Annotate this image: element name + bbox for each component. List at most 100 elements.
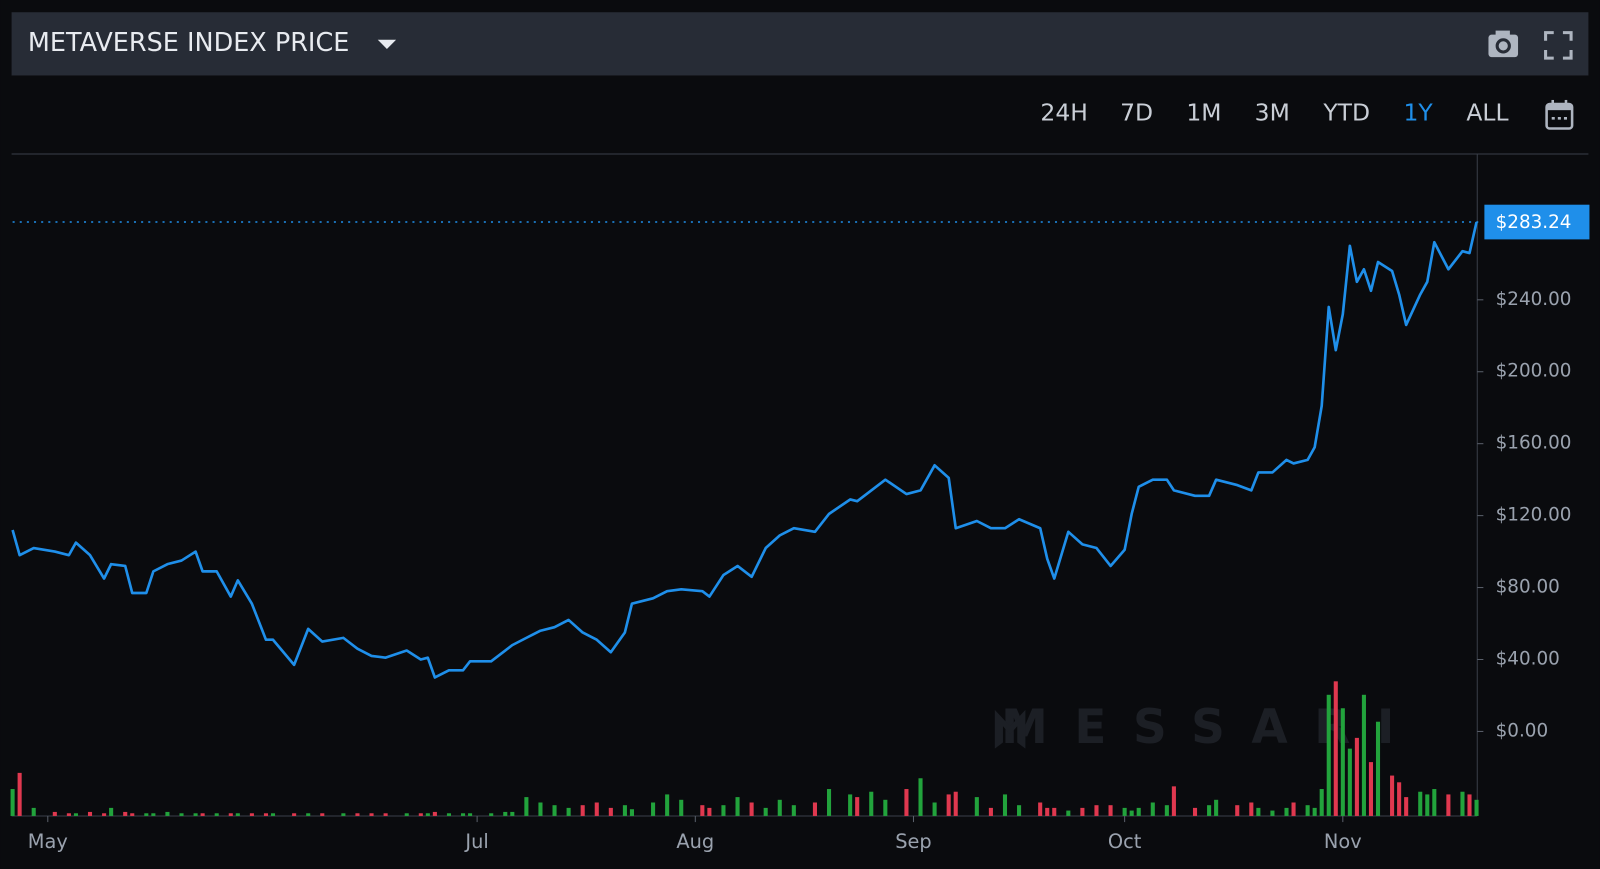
volume-bar	[73, 813, 78, 816]
volume-bar	[130, 813, 135, 816]
volume-bar	[932, 802, 937, 816]
volume-bar	[1136, 807, 1141, 816]
volume-bar	[791, 805, 796, 816]
volume-bar	[1354, 737, 1359, 816]
volume-bar	[988, 807, 993, 816]
volume-bar	[1432, 789, 1437, 816]
title-dropdown[interactable]: METAVERSE INDEX PRICE	[28, 28, 397, 58]
volume-bar	[918, 778, 923, 816]
volume-bar	[1460, 791, 1465, 816]
volume-bar	[320, 813, 325, 816]
current-price-box	[1484, 204, 1590, 240]
y-tick-label: $80.00	[1496, 577, 1560, 598]
volume-bar	[355, 813, 360, 816]
volume-bar	[1002, 794, 1008, 816]
volume-bar	[102, 813, 107, 816]
x-tick-label: Aug	[676, 830, 714, 853]
volume-bar	[383, 813, 388, 816]
x-tick-label: May	[28, 830, 68, 853]
volume-bar	[66, 813, 71, 816]
watermark-logo	[994, 709, 1026, 749]
volume-bar	[1375, 721, 1381, 816]
volume-bar	[425, 813, 430, 816]
volume-bar	[123, 811, 128, 816]
volume-bar	[566, 807, 571, 816]
volume-bar	[249, 813, 254, 816]
dropdown-arrow[interactable]	[377, 39, 397, 49]
y-tick-label: $240.00	[1496, 289, 1572, 310]
camera-icon[interactable]	[1488, 30, 1519, 58]
volume-bar	[679, 799, 684, 816]
volume-bar	[1038, 802, 1043, 816]
volume-bar	[594, 802, 599, 816]
volume-bar	[1235, 805, 1240, 816]
y-tick-label: $120.00	[1496, 505, 1572, 526]
range-button[interactable]: 7D	[1120, 99, 1153, 127]
volume-bar	[404, 813, 409, 816]
volume-bar	[503, 811, 508, 816]
current-price-label: $283.24	[1496, 212, 1572, 233]
volume-bar	[651, 802, 656, 816]
chart-title[interactable]: METAVERSE INDEX PRICE	[28, 28, 349, 58]
volume-bar	[1467, 794, 1472, 816]
x-tick-label: Oct	[1108, 830, 1142, 853]
volume-bar	[538, 802, 543, 816]
volume-bar	[826, 789, 832, 816]
volume-bar	[1171, 786, 1176, 816]
volume-bar	[1326, 694, 1331, 816]
volume-bar	[777, 799, 782, 816]
volume-bar	[580, 805, 585, 816]
camera-lens[interactable]	[1495, 38, 1511, 54]
volume-bar	[1474, 799, 1479, 816]
volume-bar	[446, 813, 452, 816]
volume-bar	[1150, 802, 1155, 816]
volume-bar	[228, 813, 233, 816]
header-bar	[11, 12, 1589, 76]
volume-bar	[1425, 794, 1430, 816]
volume-bar	[292, 813, 297, 816]
volume-bar	[700, 805, 705, 816]
volume-bar	[1249, 802, 1254, 816]
volume-bar	[87, 811, 93, 816]
volume-bar	[235, 813, 240, 816]
volume-bar	[1305, 805, 1310, 816]
y-tick-label: $160.00	[1496, 433, 1572, 454]
x-tick-label: Sep	[895, 830, 932, 853]
volume-bar	[629, 809, 634, 816]
camera-top[interactable]	[1495, 30, 1510, 37]
calendar-icon[interactable]	[1545, 99, 1574, 130]
volume-bar	[1397, 782, 1402, 816]
range-button[interactable]: 1Y	[1403, 99, 1433, 127]
volume-bar	[31, 807, 36, 816]
calendar-header[interactable]	[1546, 104, 1573, 111]
volume-bar	[1418, 791, 1423, 816]
volume-bar	[1361, 694, 1366, 816]
range-button[interactable]: ALL	[1466, 99, 1508, 127]
volume-bar	[1164, 805, 1169, 816]
camera-body[interactable]	[1488, 34, 1519, 58]
volume-bar	[855, 797, 860, 816]
volume-bar	[974, 797, 979, 816]
volume-bar	[214, 813, 219, 816]
y-tick-label: $200.00	[1496, 361, 1572, 382]
range-button[interactable]: 1M	[1186, 99, 1221, 127]
volume-bar	[1368, 762, 1374, 816]
volume-bar	[270, 813, 276, 816]
range-button[interactable]: YTD	[1322, 99, 1370, 127]
volume-bar	[432, 811, 437, 816]
range-button[interactable]: 3M	[1255, 99, 1290, 127]
fullscreen-icon[interactable]	[1544, 31, 1573, 60]
volume-bar	[721, 805, 726, 816]
volume-bar	[52, 811, 57, 816]
volume-bar	[418, 813, 423, 816]
volume-bar	[17, 772, 22, 816]
x-tick-label: Nov	[1324, 830, 1362, 853]
volume-bar	[263, 813, 269, 816]
volume-bar	[1291, 802, 1296, 816]
range-button[interactable]: 24H	[1040, 99, 1087, 127]
volume-bar	[524, 797, 529, 816]
volume-bar	[1017, 805, 1022, 816]
volume-bar	[1404, 797, 1409, 816]
